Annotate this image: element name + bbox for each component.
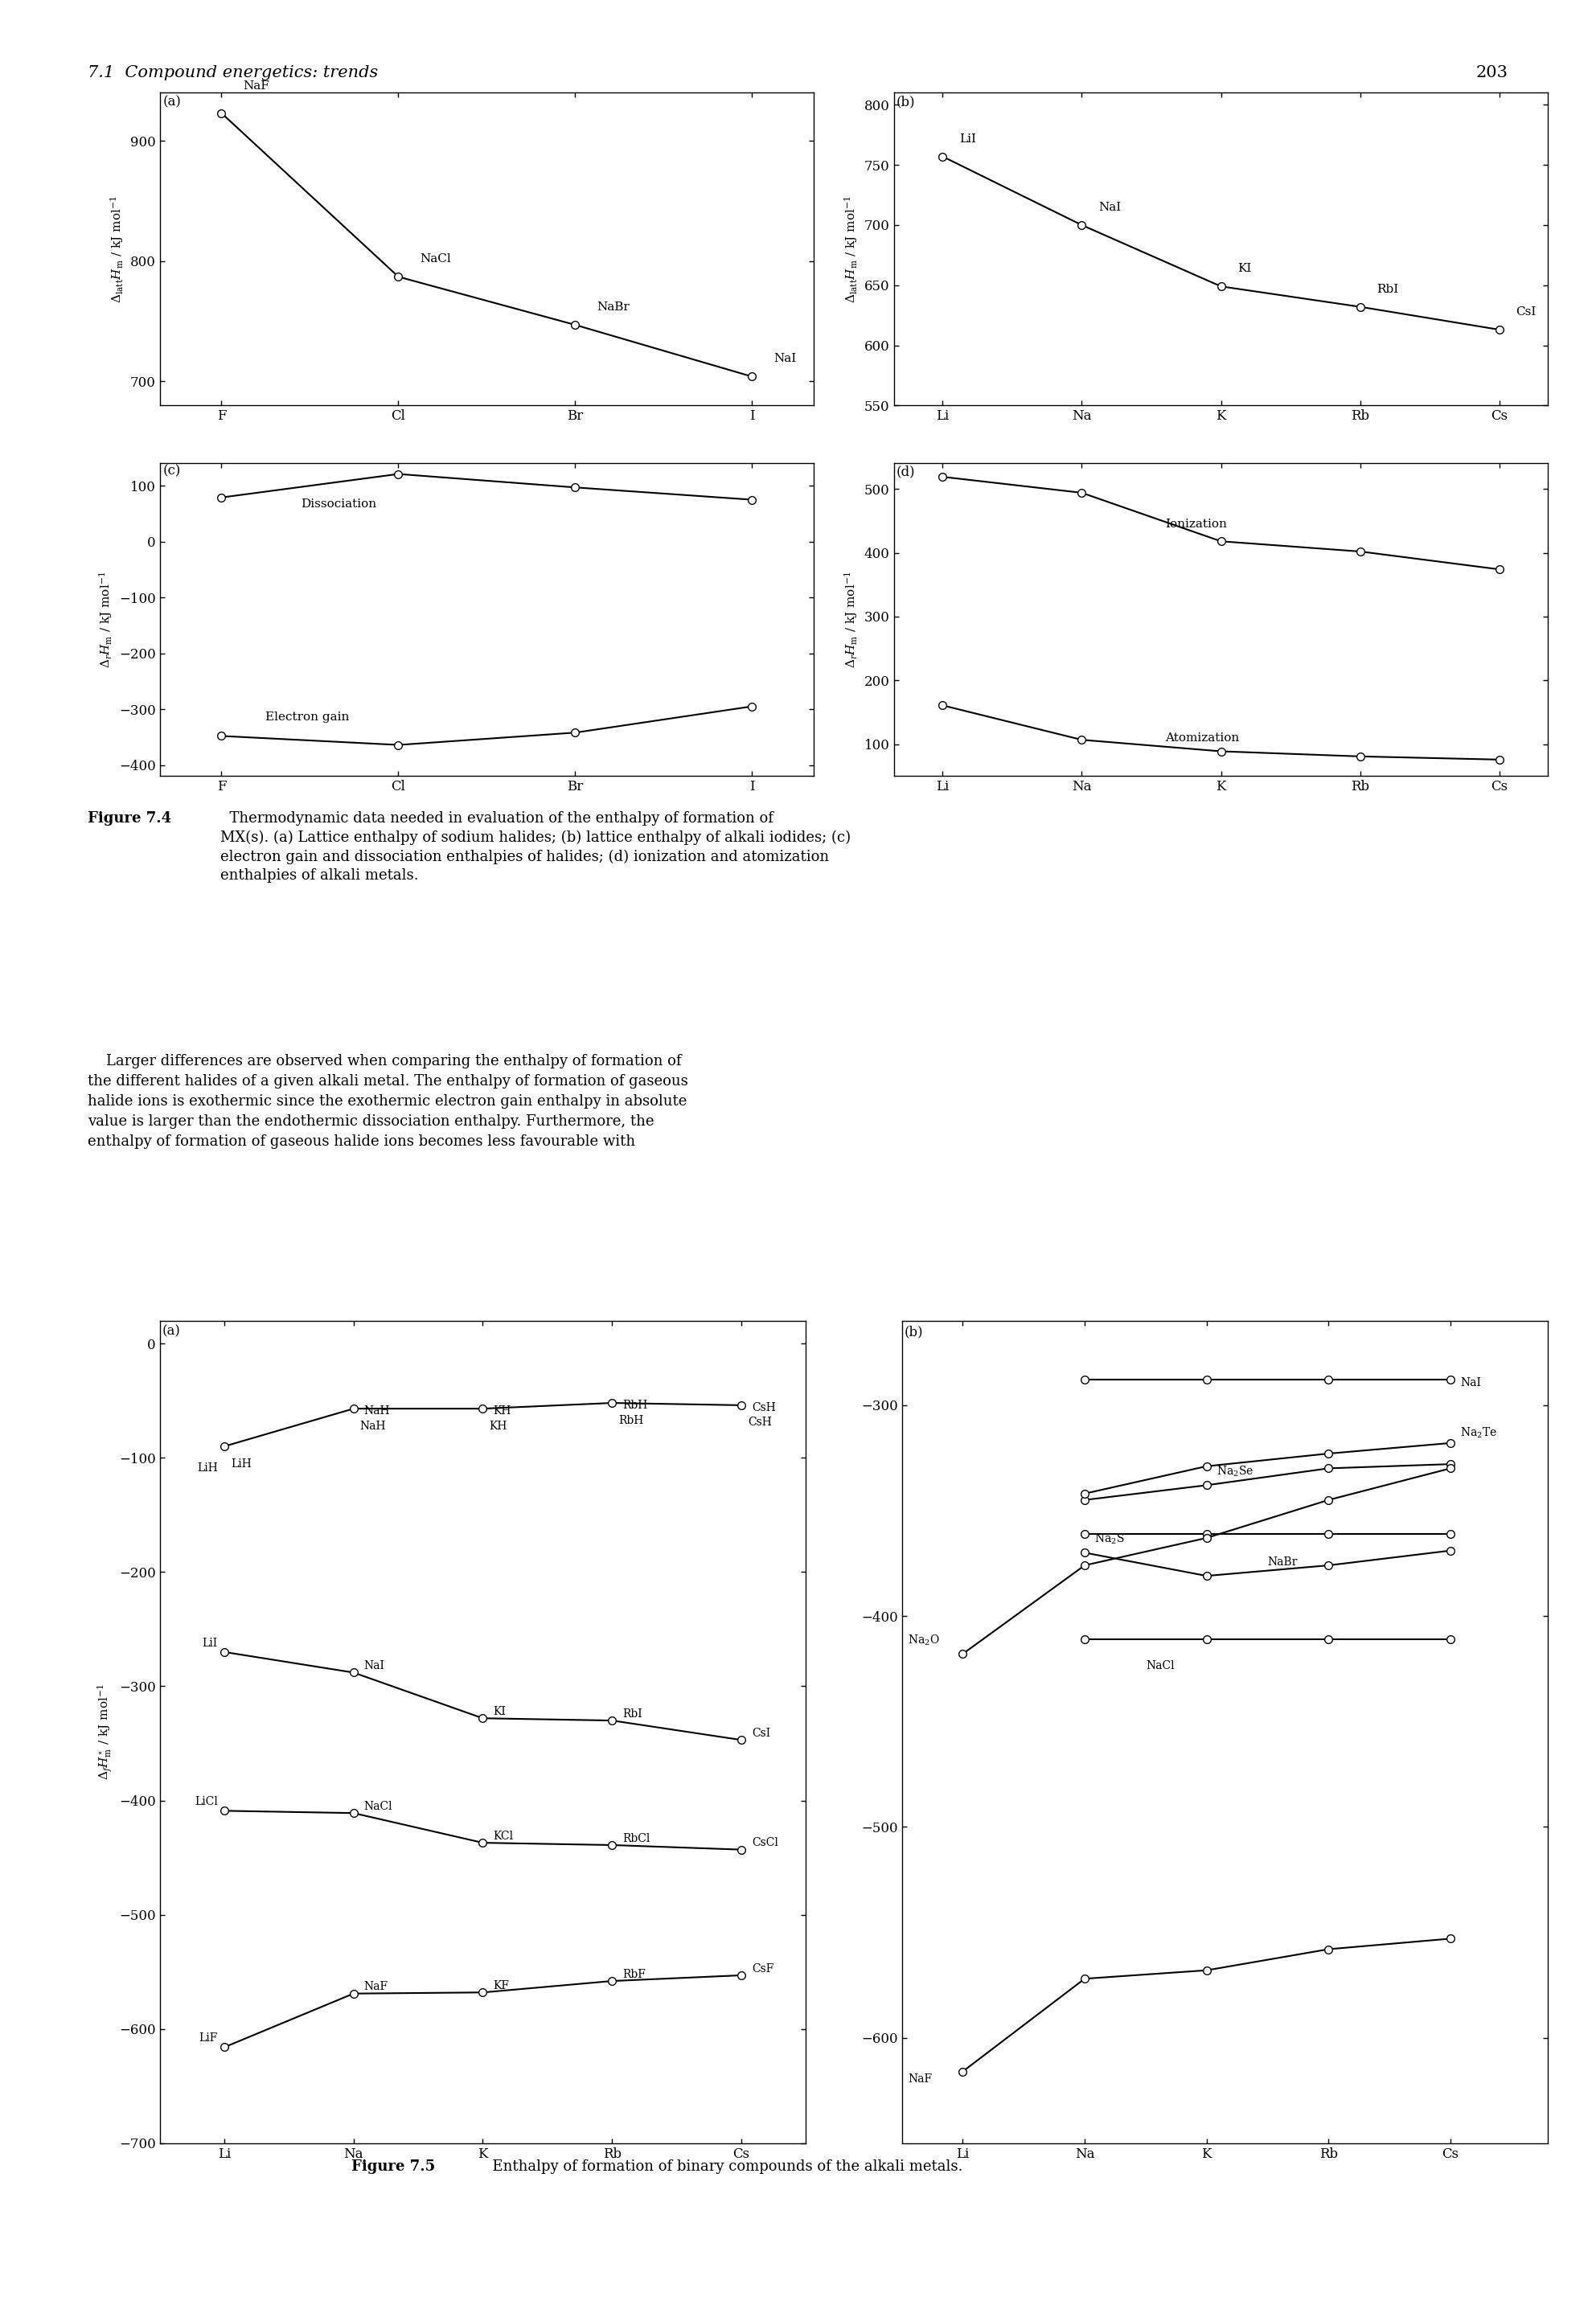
Text: Electron gain: Electron gain	[265, 711, 350, 723]
Text: NaF: NaF	[908, 2074, 932, 2085]
Text: NaCl: NaCl	[364, 1800, 393, 1812]
Text: Na$_2$S: Na$_2$S	[1095, 1532, 1125, 1545]
Text: Thermodynamic data needed in evaluation of the enthalpy of formation of
MX(s). (: Thermodynamic data needed in evaluation …	[220, 811, 851, 883]
Text: Ionization: Ionization	[1165, 519, 1227, 531]
Text: (b): (b)	[905, 1325, 922, 1339]
Text: Dissociation: Dissociation	[302, 498, 377, 510]
Text: NaI: NaI	[364, 1661, 385, 1671]
Text: RbI: RbI	[1377, 283, 1398, 294]
Text: NaH: NaH	[361, 1420, 386, 1432]
Y-axis label: $\Delta_{\rm latt}H_{\rm m}$ / kJ mol$^{-1}$: $\Delta_{\rm latt}H_{\rm m}$ / kJ mol$^{…	[843, 195, 860, 304]
Text: CsI: CsI	[1516, 306, 1537, 317]
Text: Figure 7.4: Figure 7.4	[88, 811, 171, 825]
Text: NaF: NaF	[364, 1981, 388, 1993]
Y-axis label: $\Delta_r H_{\rm m}$ / kJ mol$^{-1}$: $\Delta_r H_{\rm m}$ / kJ mol$^{-1}$	[843, 572, 860, 667]
Text: RbI: RbI	[622, 1708, 642, 1719]
Text: NaBr: NaBr	[1267, 1557, 1298, 1569]
Text: NaH: NaH	[364, 1406, 389, 1416]
Text: Na$_2$Se: Na$_2$Se	[1216, 1464, 1253, 1478]
Text: KF: KF	[493, 1981, 509, 1990]
Text: Na$_2$O: Na$_2$O	[908, 1633, 940, 1647]
Y-axis label: $\Delta_r H_{\rm m}$ / kJ mol$^{-1}$: $\Delta_r H_{\rm m}$ / kJ mol$^{-1}$	[97, 572, 115, 667]
Text: LiH: LiH	[231, 1457, 252, 1469]
Text: KH: KH	[490, 1420, 508, 1432]
Text: 203: 203	[1476, 65, 1508, 81]
Text: RbCl: RbCl	[622, 1833, 650, 1844]
Text: Larger differences are observed when comparing the enthalpy of formation of
the : Larger differences are observed when com…	[88, 1054, 688, 1149]
Text: RbH: RbH	[622, 1399, 648, 1411]
Text: Na$_2$Te: Na$_2$Te	[1460, 1427, 1497, 1441]
Text: CsF: CsF	[752, 1962, 774, 1974]
Text: LiF: LiF	[200, 2032, 217, 2044]
Text: (b): (b)	[897, 95, 916, 109]
Text: NaI: NaI	[1098, 202, 1120, 213]
Y-axis label: $\Delta_f H^\circ_{\rm m}$ / kJ mol$^{-1}$: $\Delta_f H^\circ_{\rm m}$ / kJ mol$^{-1…	[97, 1684, 115, 1779]
Text: RbH: RbH	[619, 1416, 643, 1425]
Text: CsH: CsH	[752, 1402, 776, 1413]
Text: KI: KI	[1237, 264, 1251, 273]
Text: Atomization: Atomization	[1165, 732, 1240, 744]
Text: LiI: LiI	[959, 132, 977, 144]
Text: LiH: LiH	[196, 1462, 217, 1474]
Text: LiCl: LiCl	[195, 1796, 217, 1807]
Text: (a): (a)	[163, 95, 182, 109]
Text: NaI: NaI	[1460, 1376, 1481, 1388]
Text: CsI: CsI	[752, 1728, 771, 1740]
Text: CsCl: CsCl	[752, 1837, 779, 1849]
Text: RbF: RbF	[622, 1969, 646, 1981]
Text: LiI: LiI	[203, 1638, 217, 1650]
Text: KI: KI	[493, 1705, 506, 1717]
Text: KCl: KCl	[493, 1830, 514, 1842]
Text: (c): (c)	[163, 463, 180, 477]
Text: (a): (a)	[163, 1323, 180, 1337]
Text: NaCl: NaCl	[1146, 1659, 1175, 1671]
Text: NaCl: NaCl	[420, 253, 450, 264]
Y-axis label: $\Delta_{\rm latt}H_{\rm m}$ / kJ mol$^{-1}$: $\Delta_{\rm latt}H_{\rm m}$ / kJ mol$^{…	[109, 195, 126, 304]
Text: (d): (d)	[897, 466, 916, 477]
Text: NaI: NaI	[774, 352, 796, 364]
Text: KH: KH	[493, 1406, 511, 1416]
Text: 7.1  Compound energetics: trends: 7.1 Compound energetics: trends	[88, 65, 378, 81]
Text: Enthalpy of formation of binary compounds of the alkali metals.: Enthalpy of formation of binary compound…	[484, 2159, 962, 2173]
Text: Figure 7.5: Figure 7.5	[351, 2159, 436, 2173]
Text: NaF: NaF	[243, 81, 270, 90]
Text: NaBr: NaBr	[597, 301, 629, 313]
Text: CsH: CsH	[749, 1418, 772, 1427]
